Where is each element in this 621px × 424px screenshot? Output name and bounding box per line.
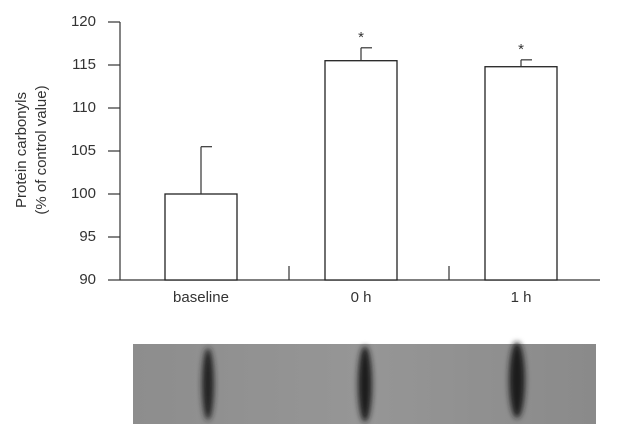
y-tick-label: 115 (72, 56, 96, 73)
y-tick-label: 120 (71, 13, 96, 30)
error-bar (201, 147, 212, 194)
blot-band (509, 342, 525, 418)
bar (325, 61, 397, 280)
western-blot (133, 342, 596, 424)
x-tick-label: 1 h (511, 289, 532, 306)
y-tick-label: 90 (79, 271, 96, 288)
significance-marker: * (358, 29, 364, 46)
y-axis-label: Protein carbonyls (13, 92, 30, 208)
y-tick-label: 110 (72, 99, 96, 116)
y-tick-label: 105 (71, 142, 96, 159)
significance-marker: * (518, 41, 524, 58)
x-tick-label: baseline (173, 289, 229, 306)
figure: Protein carbonyls (% of control value) 9… (0, 0, 621, 424)
blot-band (358, 346, 372, 422)
y-tick-label: 100 (71, 185, 96, 202)
error-bar (361, 48, 372, 61)
x-tick-label: 0 h (351, 289, 372, 306)
error-bar (521, 60, 532, 67)
bar (485, 67, 557, 280)
y-axis-label: (% of control value) (33, 85, 50, 214)
bar (165, 194, 237, 280)
y-tick-label: 95 (79, 228, 96, 245)
blot-band (202, 348, 214, 420)
